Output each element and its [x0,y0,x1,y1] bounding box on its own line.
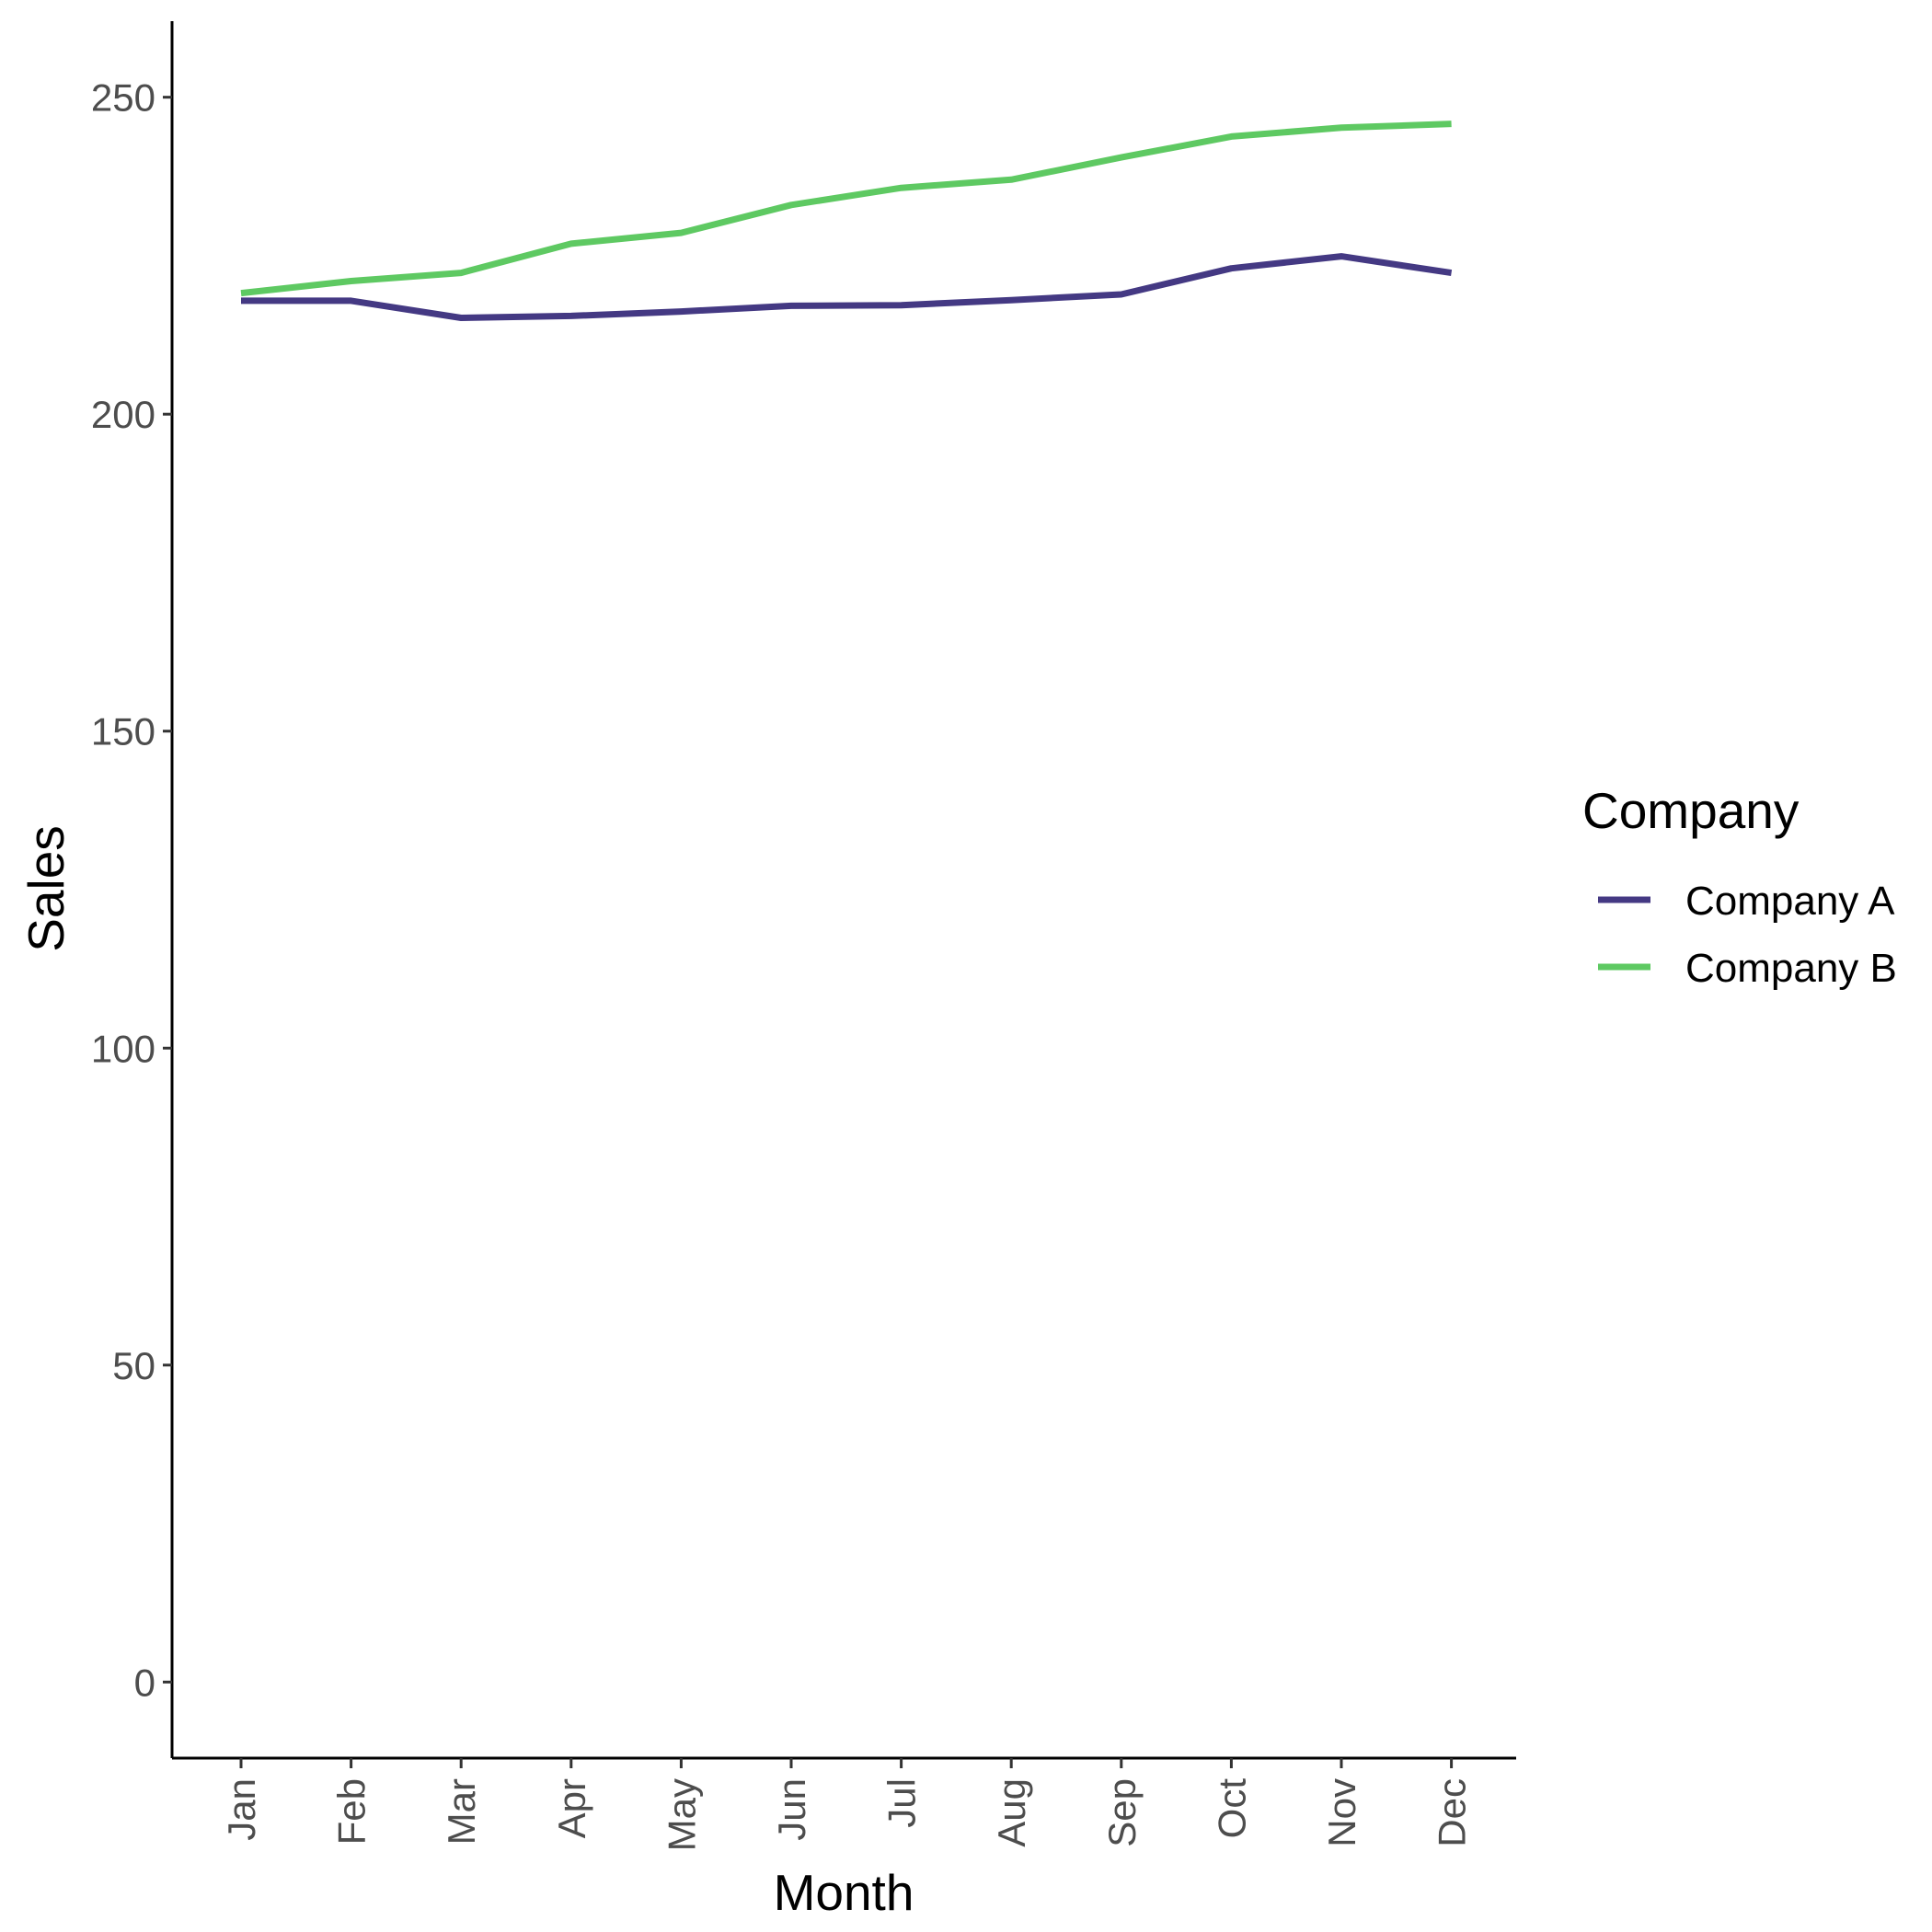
series-line-company-a [241,253,1453,321]
x-tick-label: Oct [1210,1778,1253,1839]
y-axis-title: Sales [17,825,75,952]
x-axis-title: Month [774,1864,914,1921]
y-tick-label: 200 [91,393,155,436]
legend-title: Company [1582,782,1800,839]
legend-label: Company B [1685,946,1897,991]
legend-items: Company A Company B [1598,879,1897,991]
x-tick-label: Apr [550,1778,593,1838]
x-ticks: Jan Feb Mar Apr May Jun Jul Aug Sep Oct Nov Dec [220,1758,1474,1851]
x-tick-label: Dec [1431,1778,1474,1847]
x-tick-label: Aug [990,1778,1033,1847]
y-tick-label: 100 [91,1027,155,1070]
x-tick-label: Jan [220,1778,263,1841]
x-tick-label: Sep [1100,1778,1144,1847]
series-line-company-b [240,121,1452,297]
y-ticks: 0 50 100 150 200 250 [91,76,172,1704]
series-lines [240,121,1453,321]
y-tick-label: 150 [91,710,155,753]
x-tick-label: Jun [770,1778,813,1841]
y-tick-label: 250 [91,76,155,120]
x-tick-label: Jul [880,1778,924,1828]
x-tick-label: May [660,1778,703,1851]
legend-label: Company A [1685,879,1895,924]
x-tick-label: Mar [440,1778,483,1845]
legend: Company Company A Company B [1582,782,1897,991]
y-tick-label: 0 [134,1661,155,1704]
y-tick-label: 50 [112,1344,155,1387]
x-tick-label: Feb [330,1778,374,1845]
axes [170,21,1516,1760]
x-tick-label: Nov [1320,1778,1363,1847]
